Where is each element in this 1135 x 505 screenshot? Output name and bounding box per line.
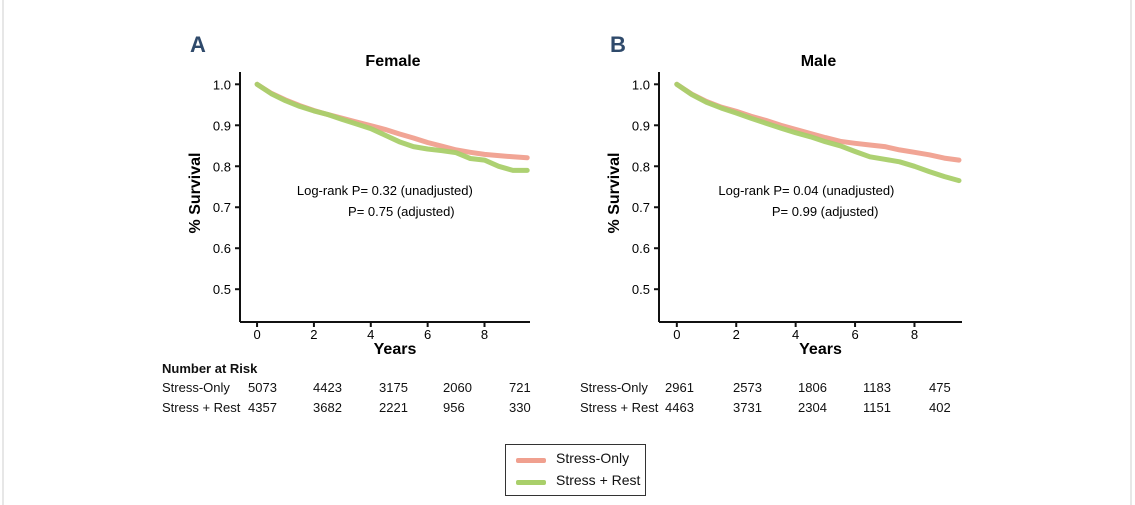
x-axis-label: Years	[799, 341, 842, 358]
y-tick-label: 1.0	[213, 77, 231, 92]
risk-value: 4357	[248, 400, 277, 415]
y-tick-label: 1.0	[632, 77, 650, 92]
chart-title: Male	[801, 53, 837, 70]
y-tick-label: 0.6	[632, 241, 650, 256]
x-axis-label: Years	[374, 341, 417, 358]
y-tick-label: 0.5	[632, 282, 650, 297]
legend: Stress-Only Stress + Rest	[505, 444, 646, 496]
risk-value: 2221	[379, 400, 408, 415]
y-tick-label: 0.9	[213, 118, 231, 133]
x-tick-label: 4	[367, 327, 374, 342]
x-tick-label: 6	[424, 327, 431, 342]
logrank-annotation-line2: P= 0.75 (adjusted)	[348, 204, 455, 219]
x-tick-label: 6	[851, 327, 858, 342]
panel-male: B Male 0.5 0.6 0.7 0.8 0.9 1.0 0 2 4 6 8 Years % Survi…	[606, 32, 962, 358]
risk-value: 1806	[798, 380, 827, 395]
risk-value: 4463	[665, 400, 694, 415]
y-tick-label: 0.9	[632, 118, 650, 133]
risk-value: 2573	[733, 380, 762, 395]
y-axis-label: % Survival	[606, 153, 623, 234]
x-tick-label: 0	[673, 327, 680, 342]
logrank-annotation-line1: Log-rank P= 0.32 (unadjusted)	[297, 183, 473, 198]
legend-item-stress-only: Stress-Only	[512, 449, 642, 469]
y-tick-label: 0.8	[632, 159, 650, 174]
series-line-stress-rest	[254, 81, 530, 173]
logrank-annotation-line2: P= 0.99 (adjusted)	[772, 204, 879, 219]
panel-letter: B	[610, 32, 626, 57]
risk-value: 721	[509, 380, 531, 395]
y-tick-label: 0.7	[213, 200, 231, 215]
x-tick-label: 0	[253, 327, 260, 342]
legend-label-stress-rest: Stress + Rest	[556, 472, 641, 488]
x-tick-label: 2	[733, 327, 740, 342]
risk-value: 4423	[313, 380, 342, 395]
series-line-stress-rest	[674, 81, 962, 184]
chart-title: Female	[365, 53, 420, 70]
legend-swatch-stress-rest	[516, 480, 546, 485]
risk-value: 475	[929, 380, 951, 395]
legend-label-stress-only: Stress-Only	[556, 450, 630, 466]
risk-value: 330	[509, 400, 531, 415]
risk-value: 2961	[665, 380, 694, 395]
risk-row-label: Stress + Rest	[580, 400, 659, 415]
panel-female: A Female 0.5 0.6 0.7 0.8 0.9 1.0 0 2 4 6 8 Years % Sur…	[187, 32, 530, 358]
risk-value: 2304	[798, 400, 827, 415]
x-tick-label: 8	[481, 327, 488, 342]
legend-swatch-stress-only	[516, 458, 546, 463]
series-line-stress-only	[674, 81, 962, 163]
y-axis-label: % Survival	[187, 153, 204, 234]
x-tick-label: 4	[792, 327, 799, 342]
series-line-stress-only	[254, 81, 530, 161]
legend-item-stress-rest: Stress + Rest	[512, 471, 642, 491]
risk-value: 3682	[313, 400, 342, 415]
y-tick-label: 0.7	[632, 200, 650, 215]
panel-letter: A	[190, 32, 206, 57]
y-tick-label: 0.6	[213, 241, 231, 256]
number-at-risk-title: Number at Risk	[162, 361, 258, 376]
risk-row-label: Stress-Only	[162, 380, 230, 395]
x-tick-label: 2	[310, 327, 317, 342]
y-tick-label: 0.8	[213, 159, 231, 174]
risk-value: 3175	[379, 380, 408, 395]
risk-row-label: Stress + Rest	[162, 400, 241, 415]
risk-value: 1183	[863, 380, 891, 395]
risk-value: 5073	[248, 380, 277, 395]
x-tick-label: 8	[911, 327, 918, 342]
risk-value: 1151	[863, 400, 891, 415]
risk-value: 2060	[443, 380, 472, 395]
risk-value: 402	[929, 400, 951, 415]
y-tick-label: 0.5	[213, 282, 231, 297]
risk-row-label: Stress-Only	[580, 380, 648, 395]
logrank-annotation-line1: Log-rank P= 0.04 (unadjusted)	[718, 183, 894, 198]
risk-value: 3731	[733, 400, 762, 415]
risk-value: 956	[443, 400, 465, 415]
